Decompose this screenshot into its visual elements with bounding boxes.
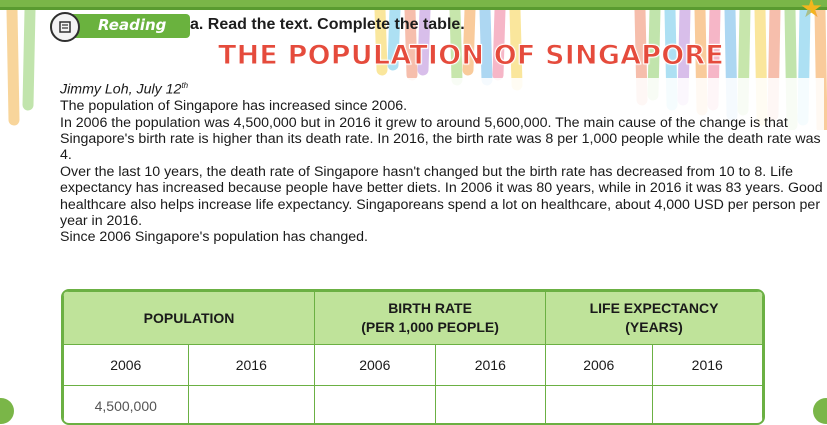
year-cell: 2006 [315, 345, 436, 386]
answer-cell[interactable] [435, 386, 545, 425]
task-instruction: a. Read the text. Complete the table. [190, 16, 465, 34]
year-cell: 2006 [546, 345, 652, 386]
header-population: POPULATION [64, 292, 315, 345]
paragraph: Over the last 10 years, the death rate o… [60, 164, 824, 230]
header-life-expectancy: LIFE EXPECTANCY(YEARS) [546, 292, 763, 345]
paragraph: In 2006 the population was 4,500,000 but… [60, 115, 824, 164]
page-title: THE POPULATION OF SINGAPORE [218, 40, 724, 71]
paragraph: The population of Singapore has increase… [60, 98, 824, 114]
year-cell: 2006 [64, 345, 189, 386]
byline: Jimmy Loh, July 12th [60, 78, 824, 98]
paragraph: Since 2006 Singapore's population has ch… [60, 229, 824, 245]
book-icon [50, 12, 80, 42]
reading-label: Reading [98, 16, 166, 34]
answer-cell[interactable] [546, 386, 652, 425]
article-text: Jimmy Loh, July 12th The population of S… [54, 78, 824, 281]
year-cell: 2016 [188, 345, 315, 386]
answer-cell[interactable] [315, 386, 436, 425]
corner-decoration [0, 398, 14, 424]
data-table: POPULATION BIRTH RATE(PER 1,000 PEOPLE) … [61, 289, 765, 425]
answer-cell[interactable] [652, 386, 763, 425]
answer-cell[interactable]: 4,500,000 [64, 386, 189, 425]
year-cell: 2016 [652, 345, 763, 386]
corner-decoration [813, 398, 827, 424]
year-cell: 2016 [435, 345, 545, 386]
reading-badge: Reading [50, 14, 190, 38]
header-birth-rate: BIRTH RATE(PER 1,000 PEOPLE) [315, 292, 546, 345]
answer-cell[interactable] [188, 386, 315, 425]
top-band [0, 0, 827, 10]
